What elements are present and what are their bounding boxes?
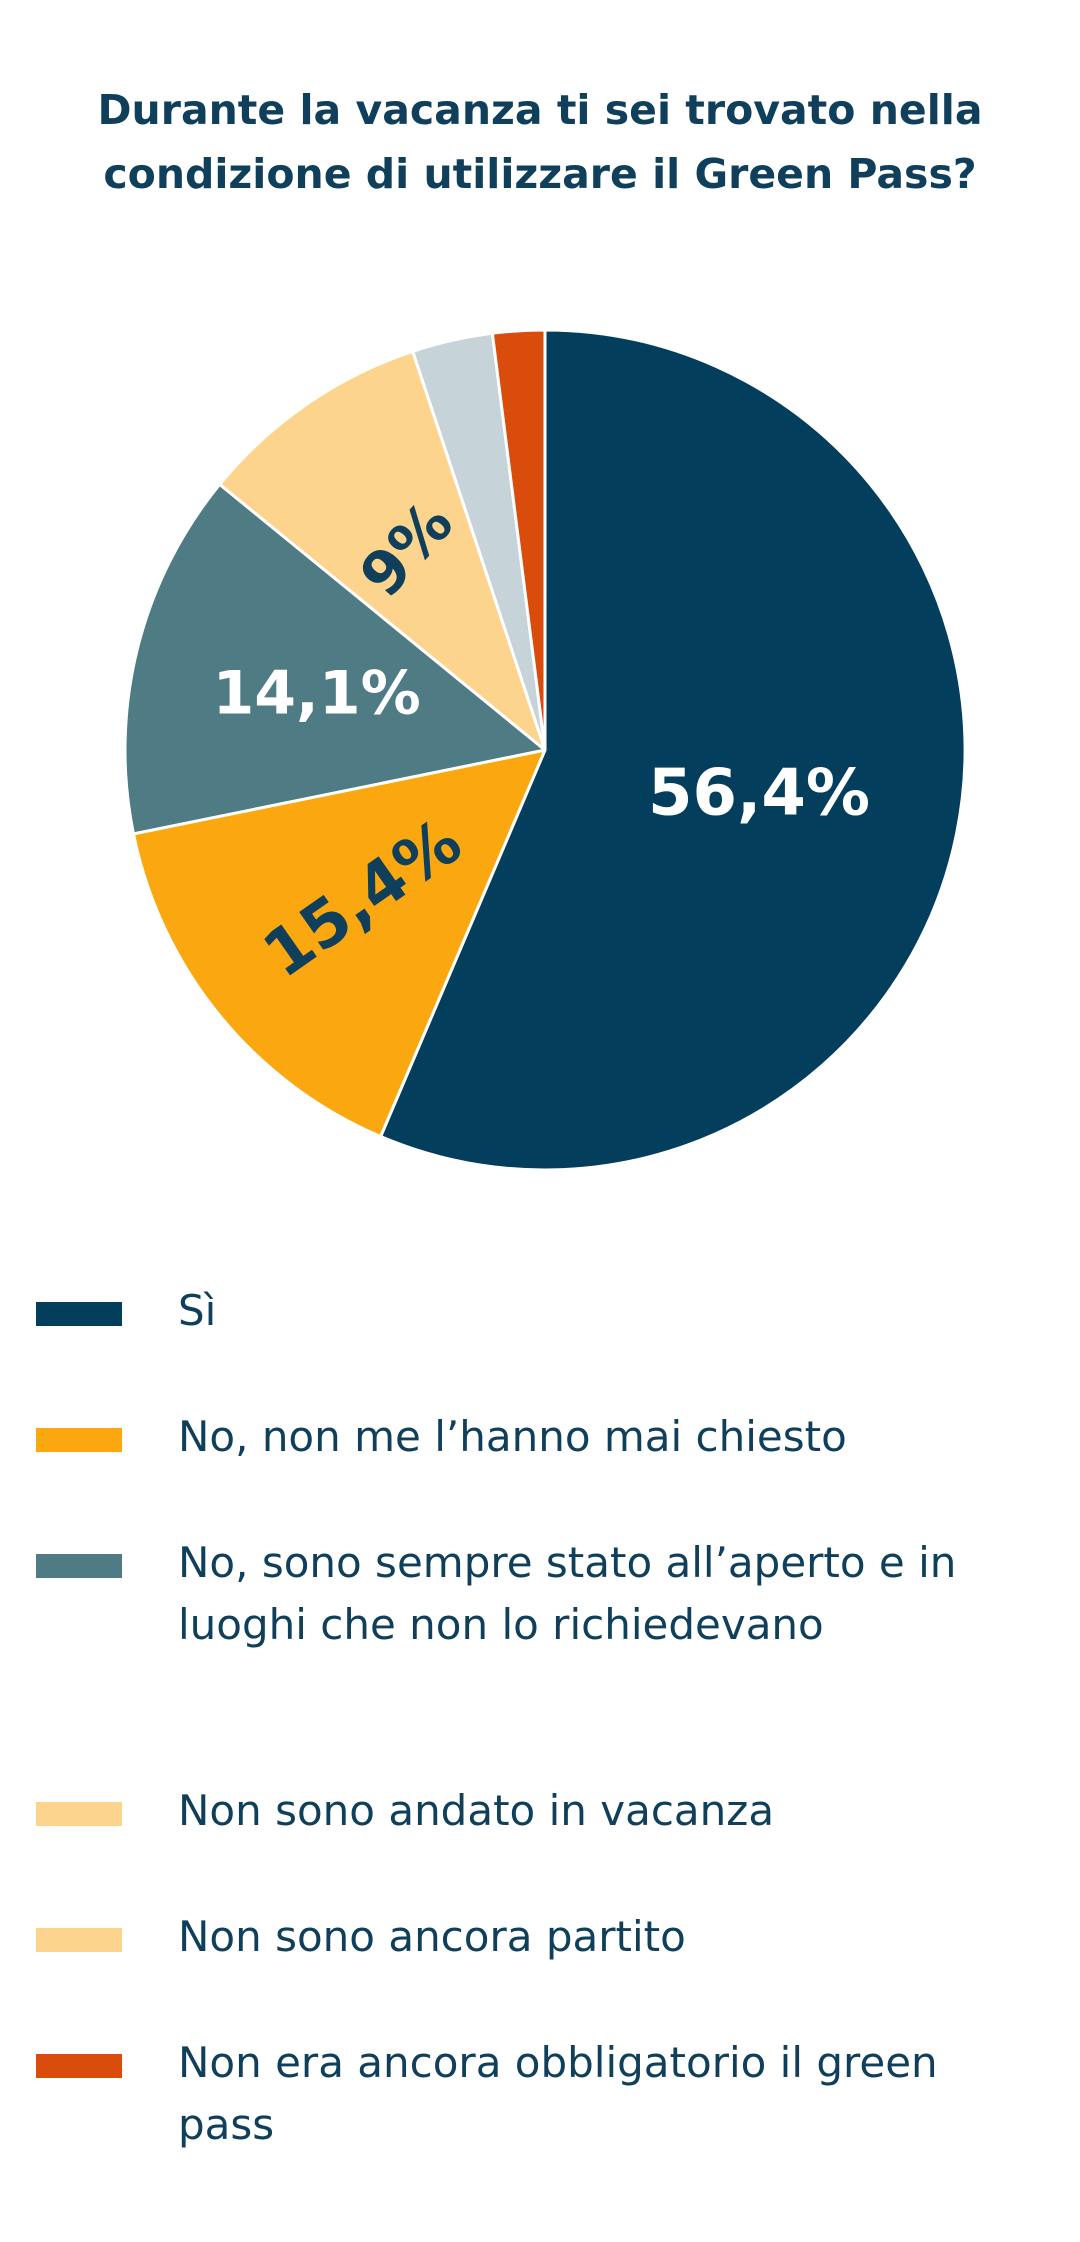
legend-item-si: Sì (36, 1280, 1046, 1406)
legend-label-non-partito: Non sono ancora partito (178, 1912, 686, 1961)
chart-title: Durante la vacanza ti sei trovato nella … (97, 86, 983, 198)
legend-label-non-obbligatorio: Non era ancora obbligatorio il green pas… (178, 2038, 938, 2149)
pie-slice-1 (131, 748, 547, 1138)
legend-swatch-all-aperto (36, 1554, 122, 1578)
legend-label-si: Sì (178, 1286, 217, 1335)
legend-item-mai-chiesto: No, non me l’hanno mai chiesto (36, 1406, 1046, 1532)
legend-item-non-partito: Non sono ancora partito (36, 1906, 1046, 2032)
legend-label-non-andato: Non sono andato in vacanza (178, 1786, 775, 1835)
pie-slice-0 (379, 328, 967, 1172)
legend-item-non-obbligatorio: Non era ancora obbligatorio il green pas… (36, 2032, 1046, 2158)
pie-slice-3 (218, 349, 547, 752)
pie-chart: 56,4%15,4%14,1%9% (123, 328, 967, 1172)
chart-legend: Sì No, non me l’hanno mai chiesto No, so… (36, 1280, 1046, 2158)
legend-item-non-andato: Non sono andato in vacanza (36, 1780, 1046, 1906)
legend-swatch-non-andato (36, 1802, 122, 1826)
legend-label-mai-chiesto: No, non me l’hanno mai chiesto (178, 1412, 847, 1461)
legend-swatch-mai-chiesto (36, 1428, 122, 1452)
pie-slice-5 (490, 328, 547, 752)
legend-swatch-si (36, 1302, 122, 1326)
legend-swatch-non-obbligatorio (36, 2054, 122, 2078)
legend-label-all-aperto: No, sono sempre stato all’aperto e in lu… (178, 1538, 957, 1649)
pie-slice-2 (123, 482, 547, 836)
pie-slice-label-0: 56,4% (648, 757, 870, 831)
pie-slice-label-2: 14,1% (213, 659, 421, 729)
legend-swatch-non-partito (36, 1928, 122, 1952)
legend-item-all-aperto: No, sono sempre stato all’aperto e in lu… (36, 1532, 1046, 1780)
